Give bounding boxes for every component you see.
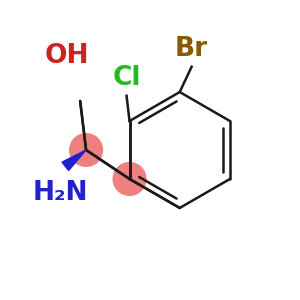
Text: OH: OH [44, 44, 89, 69]
Polygon shape [62, 150, 86, 171]
Circle shape [113, 163, 146, 195]
Circle shape [70, 134, 102, 166]
Text: H₂N: H₂N [33, 180, 88, 206]
Text: Cl: Cl [112, 65, 141, 91]
Text: Br: Br [175, 36, 208, 62]
